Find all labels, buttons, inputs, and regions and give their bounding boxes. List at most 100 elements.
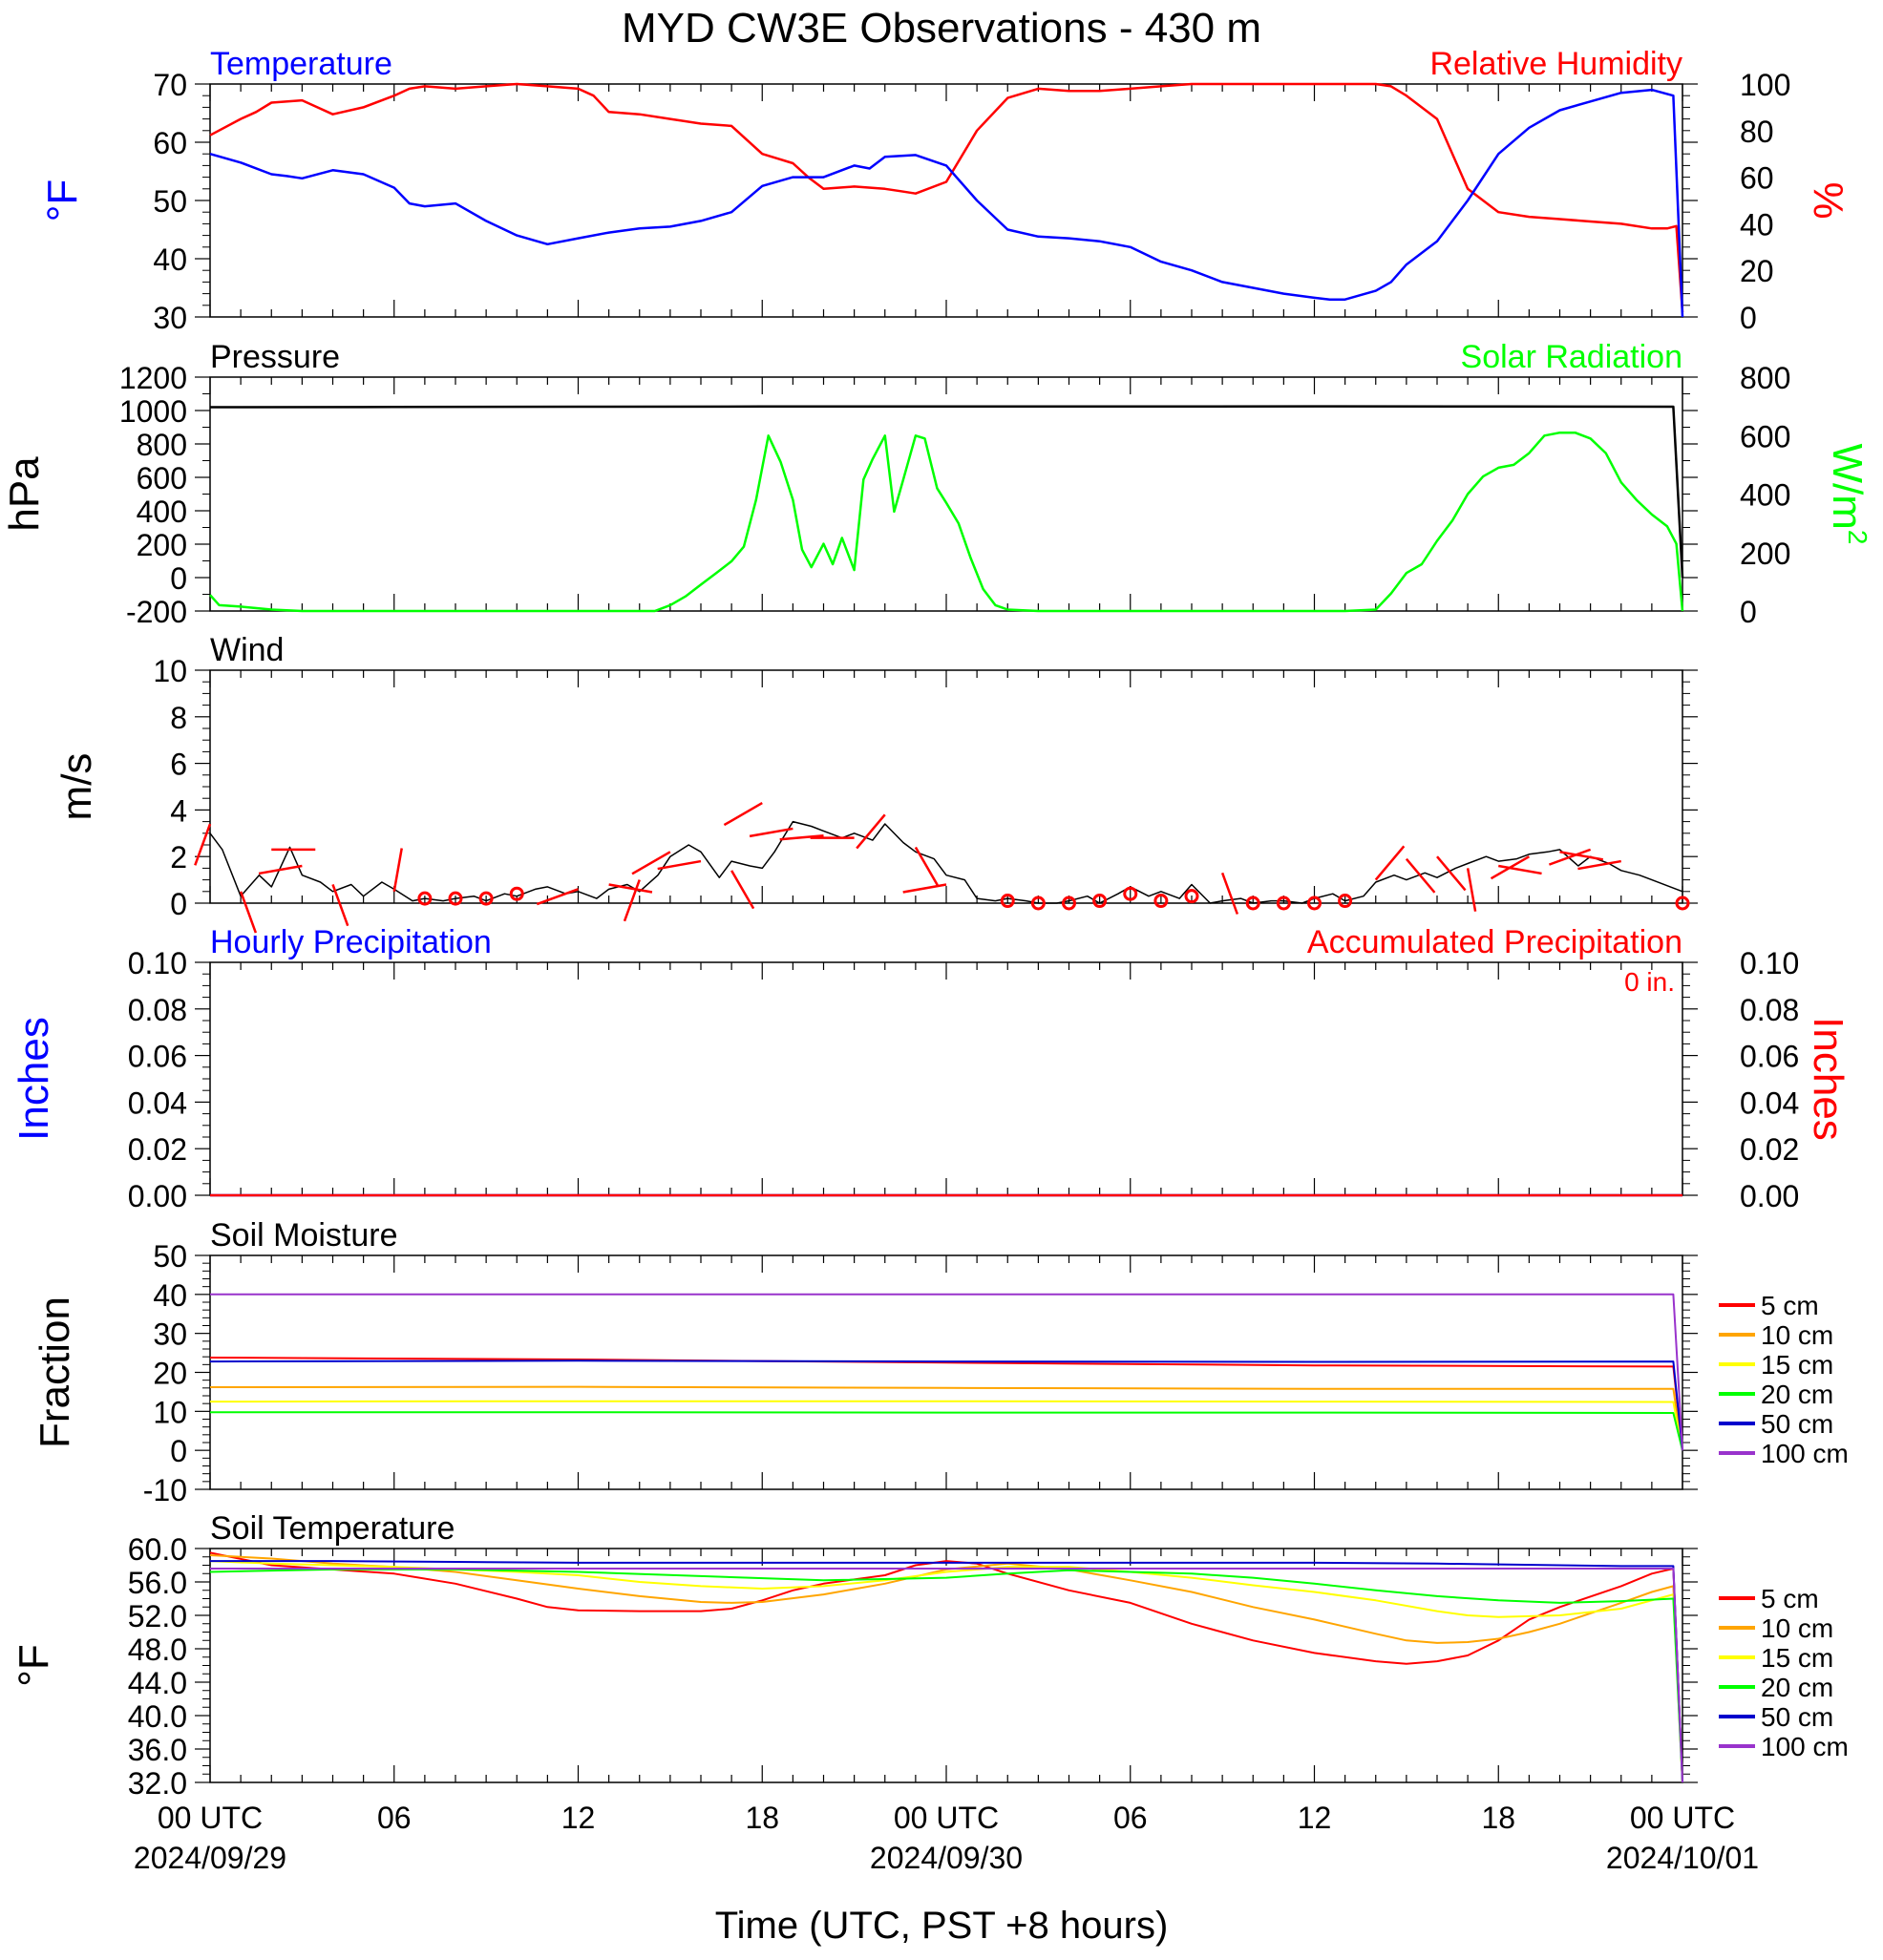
wind-barbs [194, 801, 1690, 934]
wind-barb [1498, 864, 1542, 875]
x-tick-label: 12 [1298, 1801, 1332, 1835]
panel-frame [209, 376, 1683, 612]
wind-barb [194, 823, 212, 866]
y-tick-label-left: 30 [153, 1317, 187, 1352]
y-tick-label-left: 800 [137, 428, 187, 462]
x-axis-label: Time (UTC, PST +8 hours) [715, 1905, 1169, 1947]
y-tick-label-left: 60.0 [128, 1532, 187, 1567]
y-tick-label-left: 8 [170, 701, 187, 735]
y-tick-label-right: 80 [1740, 115, 1774, 149]
legend-label: 15 cm [1761, 1643, 1833, 1673]
panel-title-accum-precip: Accumulated Precipitation [1307, 924, 1682, 960]
y-tick-label-left: 48.0 [128, 1633, 187, 1667]
wind-barb [258, 864, 303, 875]
y-tick-label-left: 0 [170, 1434, 187, 1468]
calm-wind-marker [1675, 896, 1690, 911]
x-tick-label: 00 UTC [158, 1801, 263, 1835]
y-axis-label-left: °F [39, 179, 86, 221]
panel-title-solar: Solar Radiation [1461, 339, 1682, 375]
panel-title-pressure: Pressure [210, 339, 340, 375]
y-tick-label-left: 40.0 [128, 1699, 187, 1734]
series-relative-humidity [209, 82, 1684, 313]
wind-barb [1436, 855, 1467, 892]
y-tick-label-left: 30 [153, 301, 187, 335]
panel-soil_temperature: 32.036.040.044.048.052.056.060.0 Soil Tem… [11, 1510, 1849, 1801]
y-tick-label-left: 40 [153, 242, 187, 277]
y-tick-label-right: 200 [1740, 537, 1790, 571]
wind-barb [392, 848, 403, 893]
y-tick-label-right: 0.06 [1740, 1040, 1799, 1074]
wind-barb [730, 870, 755, 910]
calm-wind-marker [1092, 894, 1108, 909]
panel-frame [209, 83, 1683, 318]
y-axis-label-left: m/s [53, 753, 100, 821]
series-soil-moisture-5cm [209, 1357, 1683, 1451]
y-tick-label-right: 0.04 [1740, 1085, 1799, 1120]
panel-frame [209, 1548, 1683, 1783]
legend-label: 5 cm [1761, 1291, 1819, 1320]
wind-barb [1490, 855, 1531, 880]
y-axis-label-right-text: W/m [1824, 444, 1871, 530]
y-tick-label-left: 0.00 [128, 1179, 187, 1213]
wind-barb [1559, 851, 1604, 861]
y-tick-label-left: 2 [170, 840, 187, 875]
legend-label: 10 cm [1761, 1320, 1833, 1350]
y-tick-label-left: 0.10 [128, 946, 187, 980]
y-tick-label-left: 70 [153, 68, 187, 102]
wind-barb [1220, 872, 1239, 915]
x-tick-label: 06 [1113, 1801, 1148, 1835]
calm-wind-marker [1123, 886, 1138, 901]
y-axis-label-right: W/m2 [1824, 444, 1872, 545]
y-tick-label-right: 600 [1740, 419, 1790, 453]
x-tick-label: 00 UTC [1630, 1801, 1735, 1835]
calm-wind-marker [478, 891, 494, 906]
y-tick-label-left: 10 [153, 1395, 187, 1429]
series-soil-moisture-10cm [209, 1385, 1683, 1451]
x-axis: 00 UTC 2024/09/29 06 12 18 00 UTC 2024/09/30 06… [134, 1801, 1759, 1875]
x-tick-label: 06 [377, 1801, 412, 1835]
y-tick-label-left: 0.08 [128, 993, 187, 1027]
y-tick-label-left: 600 [137, 461, 187, 495]
calm-wind-marker [1062, 896, 1076, 911]
wind-barb [1466, 868, 1477, 912]
legend-label: 15 cm [1761, 1350, 1833, 1380]
y-tick-label-left: 44.0 [128, 1666, 187, 1700]
wind-barb [631, 851, 671, 875]
y-tick-label-left: 200 [137, 528, 187, 562]
series-soil-temperature-100cm [210, 1568, 1683, 1783]
calm-wind-marker [1000, 894, 1015, 909]
panel-title-humidity: Relative Humidity [1429, 46, 1682, 82]
series-soil-moisture-50cm [209, 1359, 1683, 1451]
series-pressure [209, 405, 1684, 579]
calm-wind-marker [1153, 894, 1169, 909]
x-tick-label: 12 [561, 1801, 596, 1835]
wind-barb [657, 859, 702, 871]
series-temperature [209, 88, 1684, 318]
y-tick-label-left: 56.0 [128, 1566, 187, 1600]
legend-label: 50 cm [1761, 1409, 1833, 1439]
y-axis-label-right-sup: 2 [1843, 530, 1872, 545]
legend-label: 5 cm [1761, 1584, 1819, 1613]
wind-barb [856, 813, 886, 850]
y-tick-label-left: 1000 [119, 394, 187, 429]
y-tick-label-right: 0.00 [1740, 1179, 1799, 1213]
x-tick-date: 2024/09/29 [134, 1841, 286, 1875]
y-tick-label-right: 100 [1740, 68, 1790, 102]
calm-wind-marker [1276, 896, 1291, 911]
calm-wind-marker [1338, 894, 1353, 909]
y-tick-label-right: 20 [1740, 254, 1774, 288]
x-tick-label: 18 [1481, 1801, 1515, 1835]
series-wind-speed [209, 820, 1683, 904]
y-axis-label-left: Fraction [32, 1296, 78, 1448]
wind-barb [1374, 845, 1406, 881]
y-tick-label-left: 20 [153, 1357, 187, 1391]
y-tick-label-left: 6 [170, 748, 187, 782]
panel-title-hourly-precip: Hourly Precipitation [210, 924, 492, 960]
wind-barb [239, 891, 258, 934]
y-tick-label-left: 60 [153, 126, 187, 160]
y-tick-label-right: 0.08 [1740, 993, 1799, 1027]
wind-barb [331, 884, 349, 927]
y-axis-label-left: Inches [11, 1017, 57, 1141]
